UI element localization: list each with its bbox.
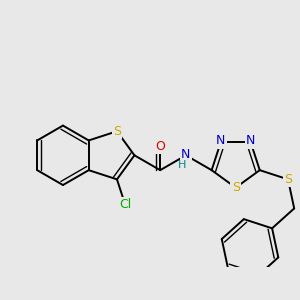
Text: Cl: Cl: [119, 198, 131, 211]
Text: S: S: [113, 125, 121, 138]
Text: S: S: [284, 173, 292, 186]
Text: N: N: [246, 134, 255, 147]
Text: O: O: [155, 140, 165, 153]
Text: S: S: [232, 181, 240, 194]
Text: H: H: [178, 160, 186, 170]
Text: N: N: [216, 134, 226, 147]
Text: N: N: [181, 148, 190, 161]
